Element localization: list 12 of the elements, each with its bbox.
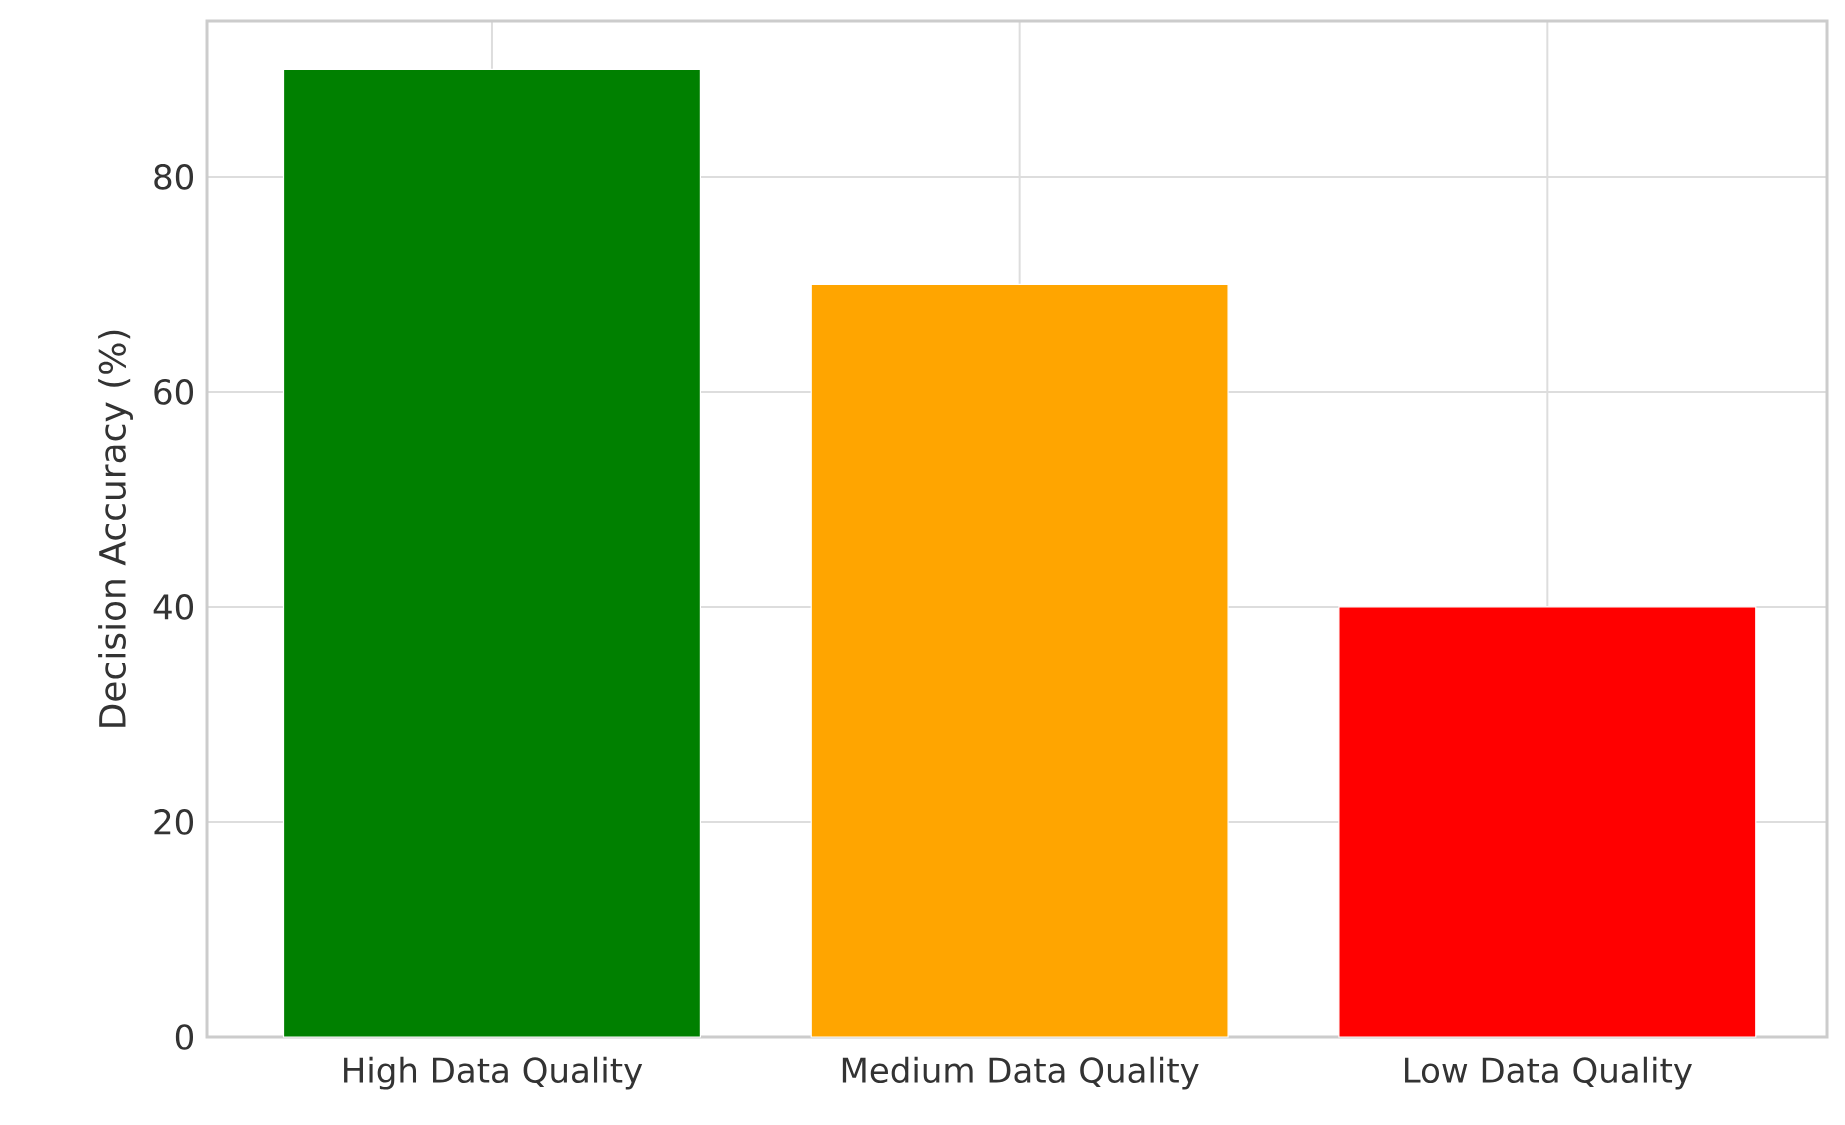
bar — [810, 283, 1229, 1038]
y-axis-title: Decision Accuracy (%) — [98, 330, 133, 727]
y-tick-label: 0 — [175, 1024, 194, 1050]
x-tick-label: Low Data Quality — [1405, 1056, 1692, 1090]
y-tick-label: 80 — [154, 164, 194, 190]
bar — [282, 68, 701, 1038]
x-tick-label: High Data Quality — [344, 1056, 643, 1090]
x-tick-label: Medium Data Quality — [842, 1056, 1199, 1090]
y-tick-label: 60 — [154, 379, 194, 405]
bar — [1338, 606, 1757, 1038]
y-tick-label: 40 — [153, 594, 194, 620]
y-tick-label: 20 — [154, 809, 194, 835]
